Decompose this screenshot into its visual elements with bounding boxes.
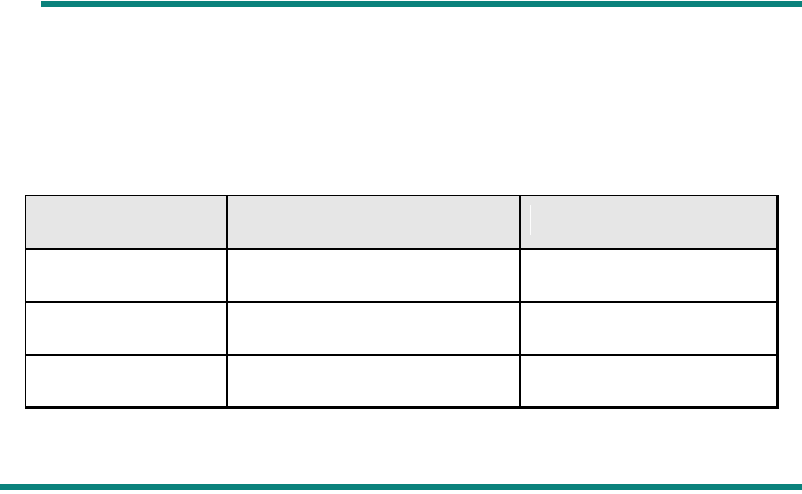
- table-header-cell[interactable]: [225, 195, 521, 250]
- table-cell[interactable]: [25, 300, 228, 356]
- table-row: [25, 247, 779, 303]
- text-cursor: [530, 205, 531, 235]
- table-cell[interactable]: [518, 353, 779, 409]
- table-row: [25, 300, 779, 356]
- table-cell[interactable]: [225, 353, 521, 409]
- table-header-cell[interactable]: [518, 195, 779, 250]
- content-table: [25, 195, 779, 409]
- table-row: [25, 353, 779, 409]
- table-cell[interactable]: [225, 300, 521, 356]
- table-cell[interactable]: [25, 353, 228, 409]
- table-header-row: [25, 195, 779, 250]
- table-cell[interactable]: [225, 247, 521, 303]
- table-header-cell[interactable]: [25, 195, 228, 250]
- bottom-accent-bar: [0, 484, 802, 490]
- table-cell[interactable]: [518, 247, 779, 303]
- table-cell[interactable]: [25, 247, 228, 303]
- table-cell[interactable]: [518, 300, 779, 356]
- top-accent-bar: [41, 1, 802, 7]
